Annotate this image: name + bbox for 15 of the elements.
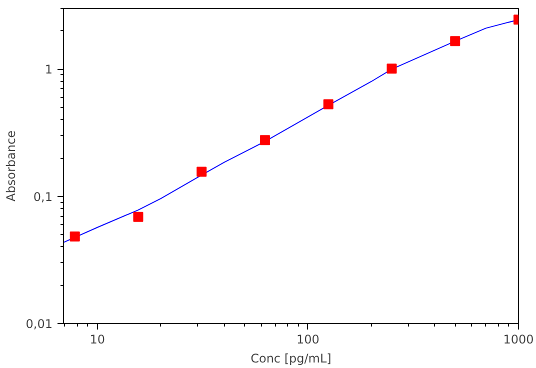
x-tick-label: 1000 [503, 332, 534, 346]
point [260, 135, 270, 146]
point [323, 99, 334, 110]
y-tick-label: 1 [44, 62, 53, 77]
point [70, 232, 80, 242]
point [450, 36, 460, 46]
x-tick-label: 100 [296, 332, 320, 346]
y-axis-title: Absorbance [4, 130, 18, 202]
y-tick-label: 0,01 [26, 317, 52, 331]
point [133, 212, 144, 222]
y-tick-label: 0,1 [33, 190, 53, 204]
point [196, 166, 207, 177]
point [386, 64, 397, 74]
x-tick-label: 10 [90, 332, 106, 346]
x-axis-title: Conc [pg/mL] [250, 352, 332, 366]
